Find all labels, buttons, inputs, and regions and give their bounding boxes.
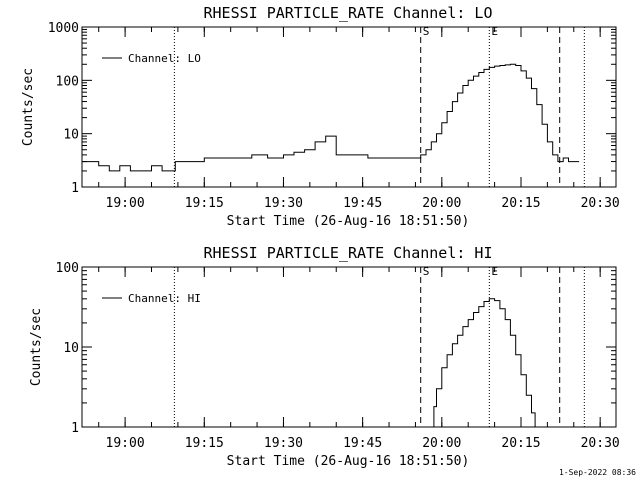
y-tick-label: 1 xyxy=(71,181,79,196)
panel-hi-title: RHESSI PARTICLE_RATE Channel: HI xyxy=(204,244,493,262)
panel-hi: RHESSI PARTICLE_RATE Channel: HI Counts/… xyxy=(29,244,620,469)
y-tick-label: 1 xyxy=(71,421,79,436)
event-marker-label: S xyxy=(423,25,430,38)
x-tick-label: 19:15 xyxy=(185,436,224,451)
panel-lo-series-line xyxy=(82,63,580,172)
panel-lo-yticks: 1 10 100 1000 xyxy=(48,21,616,196)
panel-hi-xticks: 19:00 19:15 19:30 19:45 20:00 20:15 20:30 xyxy=(98,267,620,451)
footer-timestamp: 1-Sep-2022 08:36 xyxy=(559,468,636,477)
panel-hi-frame xyxy=(81,266,617,428)
x-tick-label: 20:30 xyxy=(581,196,620,211)
panel-hi-ylabel: Counts/sec xyxy=(29,308,44,386)
y-tick-label: 10 xyxy=(63,341,79,356)
panel-hi-xlabel: Start Time (26-Aug-16 18:51:50) xyxy=(227,454,470,469)
panel-hi-legend-label: Channel: HI xyxy=(128,292,201,305)
panel-lo-title: RHESSI PARTICLE_RATE Channel: LO xyxy=(204,4,493,22)
panel-hi-yticks: 1 10 100 xyxy=(56,261,616,436)
y-tick-label: 1000 xyxy=(48,21,79,36)
x-tick-label: 19:45 xyxy=(343,436,382,451)
x-tick-label: 19:00 xyxy=(106,436,145,451)
panel-hi-vlines xyxy=(173,267,585,427)
y-tick-label: 100 xyxy=(56,261,79,276)
x-tick-label: 19:30 xyxy=(264,436,303,451)
event-marker-label: S xyxy=(423,265,430,278)
panel-lo-xlabel: Start Time (26-Aug-16 18:51:50) xyxy=(227,214,470,229)
x-tick-label: 20:15 xyxy=(501,196,540,211)
y-tick-label: 10 xyxy=(63,128,79,143)
x-tick-label: 20:00 xyxy=(422,436,461,451)
panel-lo: RHESSI PARTICLE_RATE Channel: LO Counts/… xyxy=(21,4,620,229)
y-tick-label: 100 xyxy=(56,74,79,89)
x-tick-label: 19:30 xyxy=(264,196,303,211)
panel-lo-xticks: 19:00 19:15 19:30 19:45 20:00 20:15 20:30 xyxy=(98,27,620,211)
x-tick-label: 20:00 xyxy=(422,196,461,211)
x-tick-label: 19:45 xyxy=(343,196,382,211)
panel-lo-ylabel: Counts/sec xyxy=(21,68,36,146)
panel-lo-frame xyxy=(81,26,617,188)
x-tick-label: 20:15 xyxy=(501,436,540,451)
x-tick-label: 19:15 xyxy=(185,196,224,211)
panel-lo-vlines xyxy=(173,27,585,187)
panel-lo-legend-label: Channel: LO xyxy=(128,52,201,65)
x-tick-label: 19:00 xyxy=(106,196,145,211)
event-marker-label: E xyxy=(491,265,498,278)
event-marker-label: E xyxy=(491,25,498,38)
panel-hi-series-line xyxy=(431,298,536,428)
x-tick-label: 20:30 xyxy=(581,436,620,451)
